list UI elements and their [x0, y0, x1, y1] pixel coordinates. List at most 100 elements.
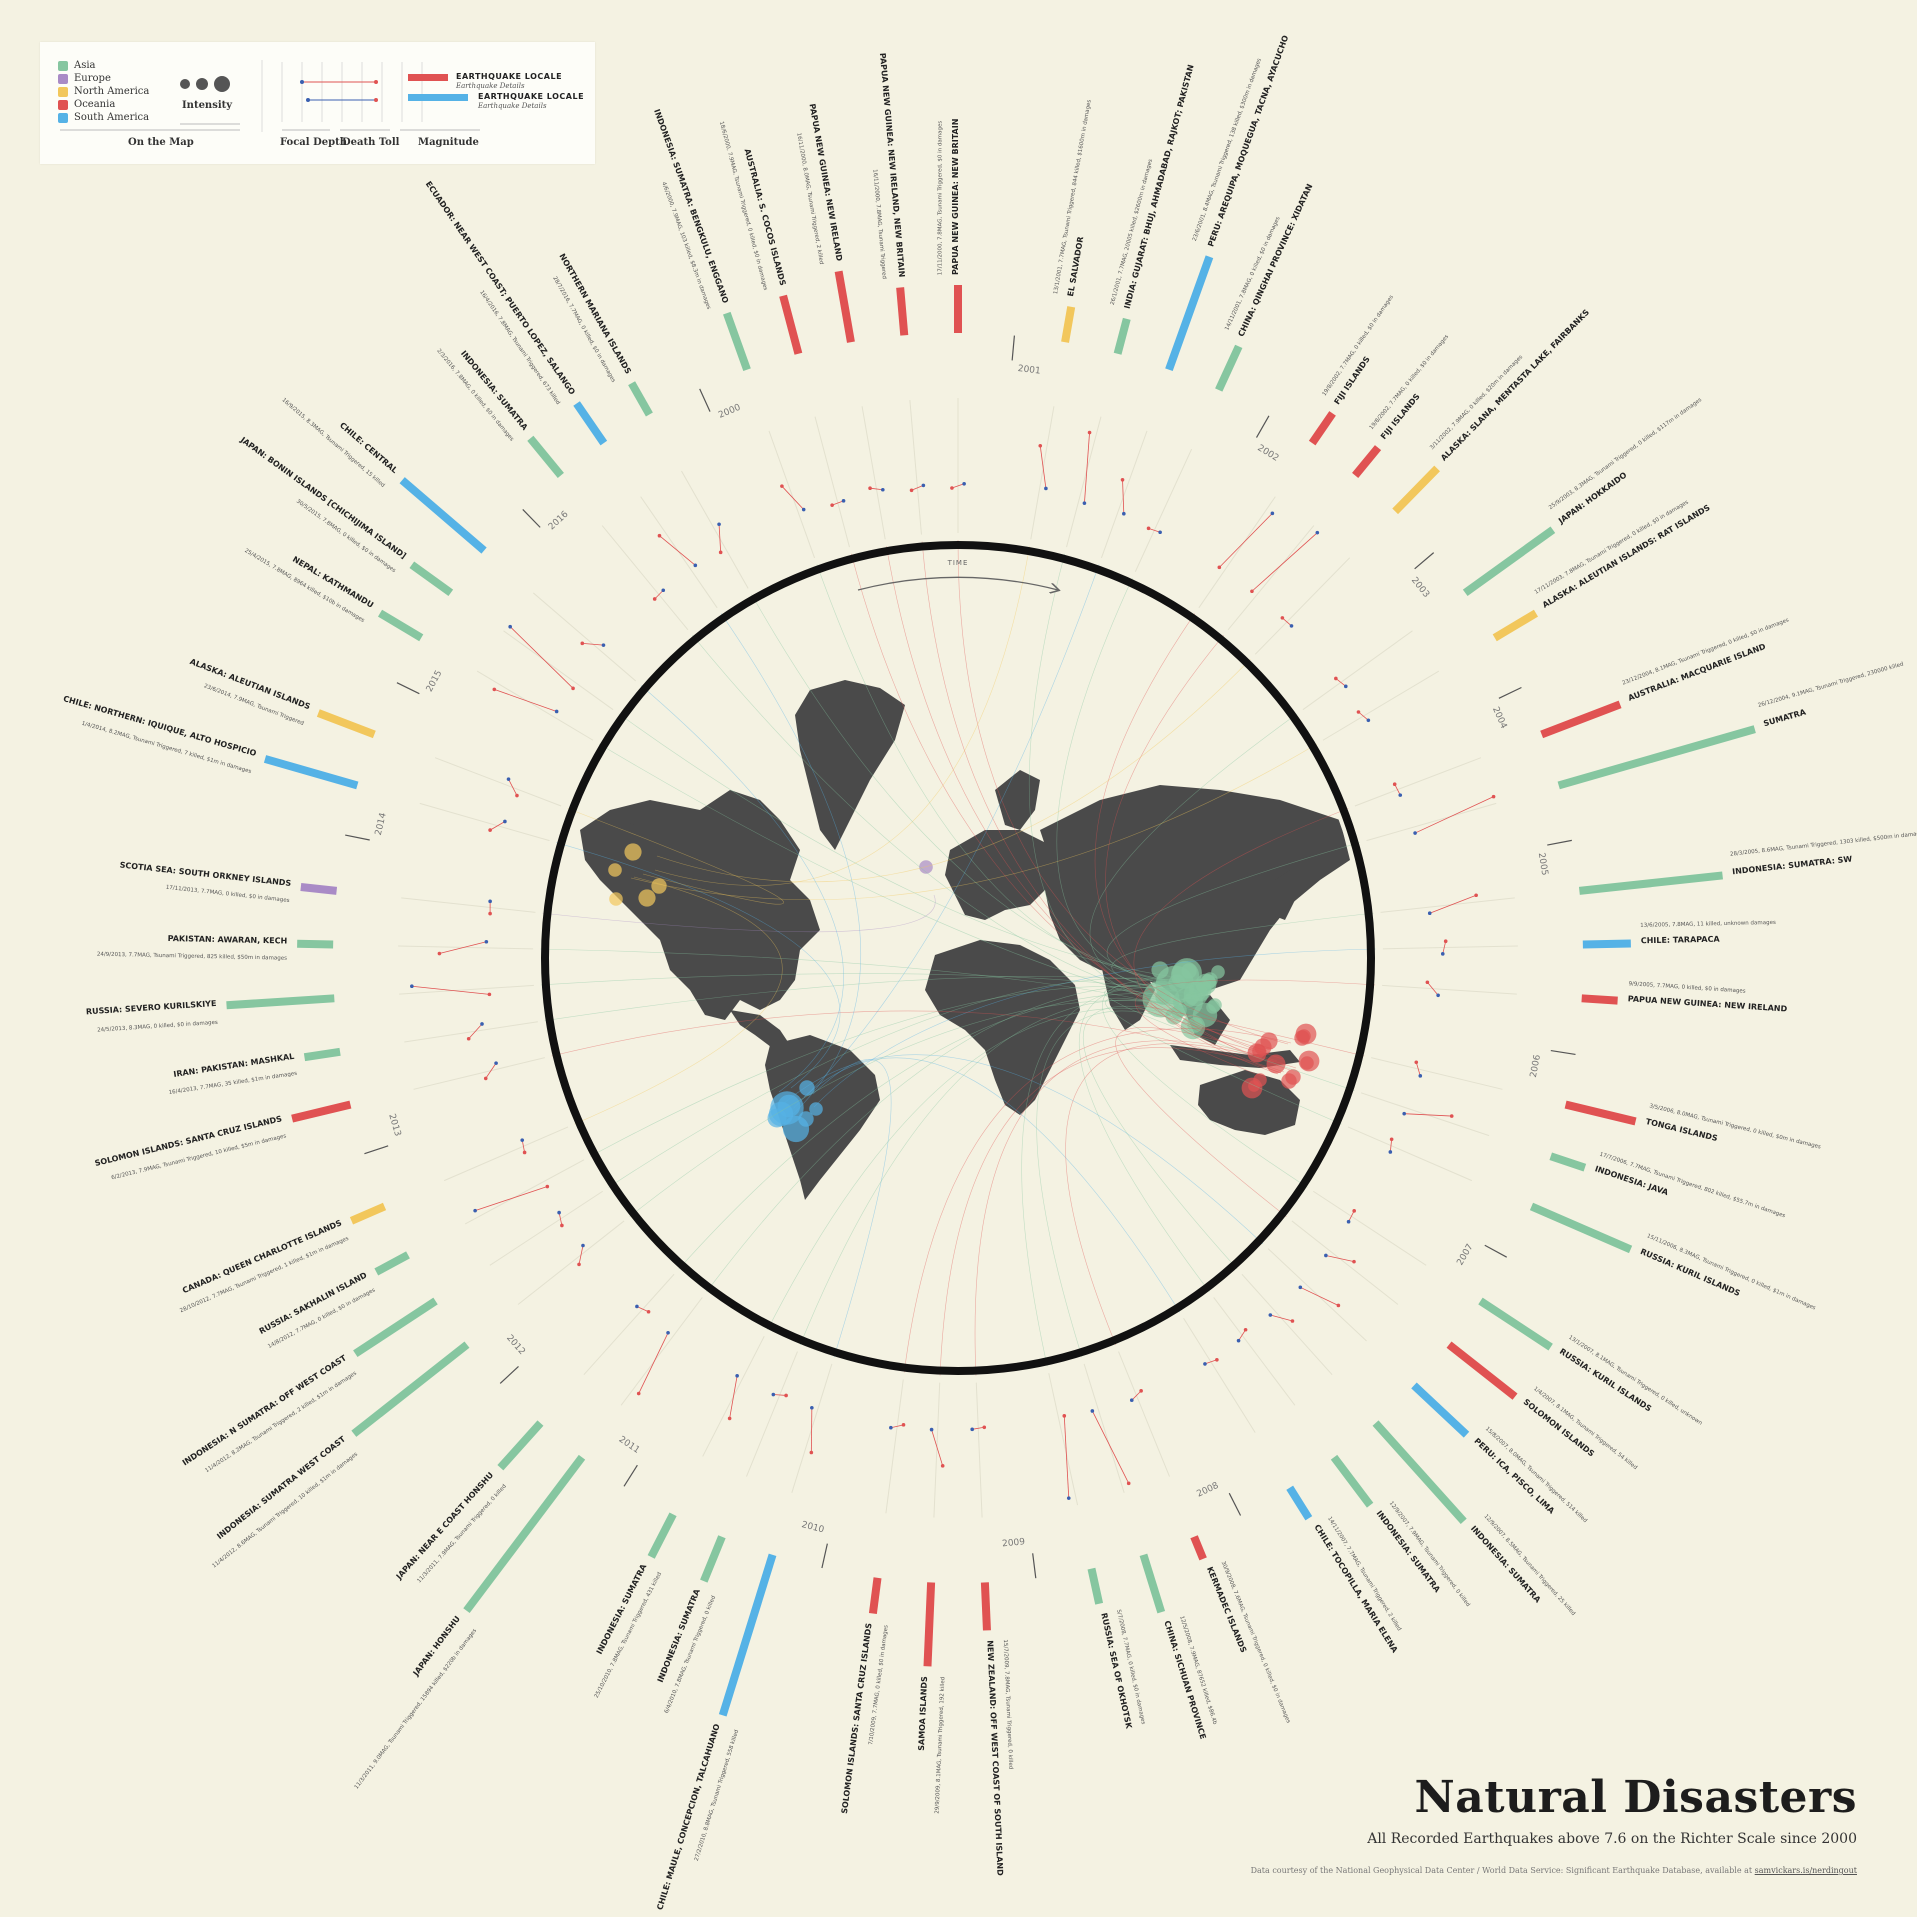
magnitude-bar — [647, 1512, 677, 1559]
death-toll-dot — [718, 550, 723, 555]
magnitude-bar — [300, 883, 338, 895]
death-toll-dot — [1126, 1481, 1131, 1486]
focal-depth-dot — [473, 1208, 477, 1213]
death-toll-line — [1442, 941, 1447, 954]
connector-line — [782, 1054, 1264, 1245]
guide-line — [1366, 802, 1497, 842]
death-toll-dot — [522, 1150, 527, 1155]
death-toll-dot — [657, 533, 662, 538]
quake-name-label: FIJI ISLANDS — [1332, 355, 1371, 407]
focal-depth-dot — [1268, 1313, 1273, 1317]
landmass-europe — [945, 830, 1060, 920]
death-toll-dot — [466, 1036, 471, 1041]
death-toll-line — [1122, 479, 1125, 514]
death-toll-line — [494, 689, 557, 712]
quake-marker — [1185, 991, 1199, 1005]
magnitude-bar — [1286, 1485, 1313, 1521]
legend-swatch — [58, 60, 68, 71]
year-tick — [1550, 1049, 1576, 1056]
death-toll-line — [1404, 1113, 1452, 1117]
connector-line — [1036, 1010, 1174, 1358]
magnitude-bar — [834, 270, 855, 343]
quake-detail-label: 26/12/2004, 9.1MAG, Tsunami Triggered, 2… — [1757, 661, 1904, 708]
focal-depth-label: Focal Depth — [280, 137, 347, 148]
quake-name-label: EL SALVADOR — [1066, 236, 1085, 297]
quake-marker — [608, 863, 622, 877]
death-toll-dot — [1280, 616, 1285, 620]
focal-depth-dot — [503, 819, 507, 824]
quake-name-label: PERU: AREQUIPA, MOQUEGUA, TACNA, AYACUCH… — [1206, 34, 1290, 248]
quake-marker — [1181, 963, 1197, 979]
year-label: 2015 — [425, 669, 445, 694]
connector-line — [1135, 1004, 1365, 1057]
legend-bar-south-america — [408, 94, 468, 101]
quake-detail-label: 19/8/2002, 7.7MAG, 0 killed, $0 in damag… — [1322, 294, 1396, 397]
landmass-scandinavia — [995, 770, 1040, 830]
death-toll-dot — [1392, 782, 1397, 787]
death-toll-line — [1389, 1139, 1393, 1153]
death-toll-dot — [1217, 565, 1222, 570]
connector-line — [1089, 713, 1298, 993]
connector-line — [751, 594, 1196, 986]
guide-line — [476, 670, 594, 741]
legend-bar-oceania — [408, 74, 448, 81]
death-toll-line — [1348, 1210, 1355, 1222]
death-toll-dot — [1062, 1414, 1067, 1418]
connector-line — [574, 876, 783, 1125]
quake-marker — [624, 843, 642, 861]
death-toll-line — [1039, 445, 1047, 489]
focal-depth-dot — [881, 487, 885, 492]
quake-detail-label: 16/11/2000, 7.8MAG, Tsunami Triggered — [871, 169, 886, 279]
death-toll-line — [485, 1062, 497, 1079]
legend-graphics — [60, 60, 480, 132]
year-tick — [623, 1464, 638, 1487]
focal-depth-dot — [666, 1330, 670, 1335]
death-toll-dot — [909, 488, 914, 493]
connector-line — [799, 999, 1176, 1346]
death-toll-line — [1131, 1390, 1142, 1401]
guide-line — [419, 802, 550, 842]
magnitude-bar — [1190, 1535, 1207, 1561]
focal-depth-dot — [1090, 1409, 1095, 1413]
legend-grid — [281, 62, 423, 122]
connector-line — [803, 1057, 1181, 1313]
death-toll-dot — [1146, 526, 1151, 531]
death-toll-dot — [571, 686, 575, 691]
death-toll-line — [773, 1394, 787, 1396]
guide-line — [1241, 1273, 1333, 1376]
guide-line — [1382, 984, 1517, 995]
connector-line — [1104, 997, 1342, 1125]
connector-line — [630, 743, 1318, 901]
death-toll-line — [489, 821, 506, 831]
quake-detail-label: 23/12/2004, 8.1MAG, Tsunami Triggered, 0… — [1622, 617, 1790, 686]
year-tick — [1498, 686, 1522, 699]
connector-line — [618, 713, 1208, 982]
death-toll-line — [729, 1375, 738, 1419]
guide-line — [1083, 1363, 1125, 1493]
quake-name-label: PAPUA NEW GUINEA: NEW IRELAND — [808, 103, 844, 262]
death-toll-line — [659, 535, 696, 566]
focal-depth-dot — [693, 563, 698, 568]
guide-line — [1118, 1351, 1170, 1477]
guide-line — [885, 1379, 904, 1514]
death-toll-dot — [1491, 794, 1496, 799]
connector-line — [678, 993, 1197, 1270]
legend-item-oceania: Oceania — [58, 99, 115, 110]
connector-line — [816, 564, 1171, 981]
year-label: 2012 — [504, 1333, 527, 1357]
quake-marker — [919, 860, 933, 874]
quake-detail-label: 17/11/2013, 7.7MAG, 0 killed, $0 in dama… — [165, 885, 289, 904]
death-toll-dot — [1389, 1137, 1394, 1142]
legend-swatch — [58, 99, 68, 110]
death-toll-line — [810, 1407, 813, 1453]
connector-line — [706, 984, 1190, 1293]
death-toll-line — [1358, 711, 1369, 721]
connector-line — [1134, 979, 1376, 1079]
year-label: 2016 — [547, 509, 571, 532]
connector-line — [1056, 577, 1187, 989]
death-toll-line — [951, 483, 965, 489]
year-label: 2008 — [1195, 1481, 1220, 1500]
credit-link[interactable]: samvickars.is/nerdingout — [1754, 1866, 1857, 1875]
magnitude-bar — [1139, 1553, 1166, 1614]
quake-name-label: CHILE: TARAPACA — [1641, 935, 1721, 946]
